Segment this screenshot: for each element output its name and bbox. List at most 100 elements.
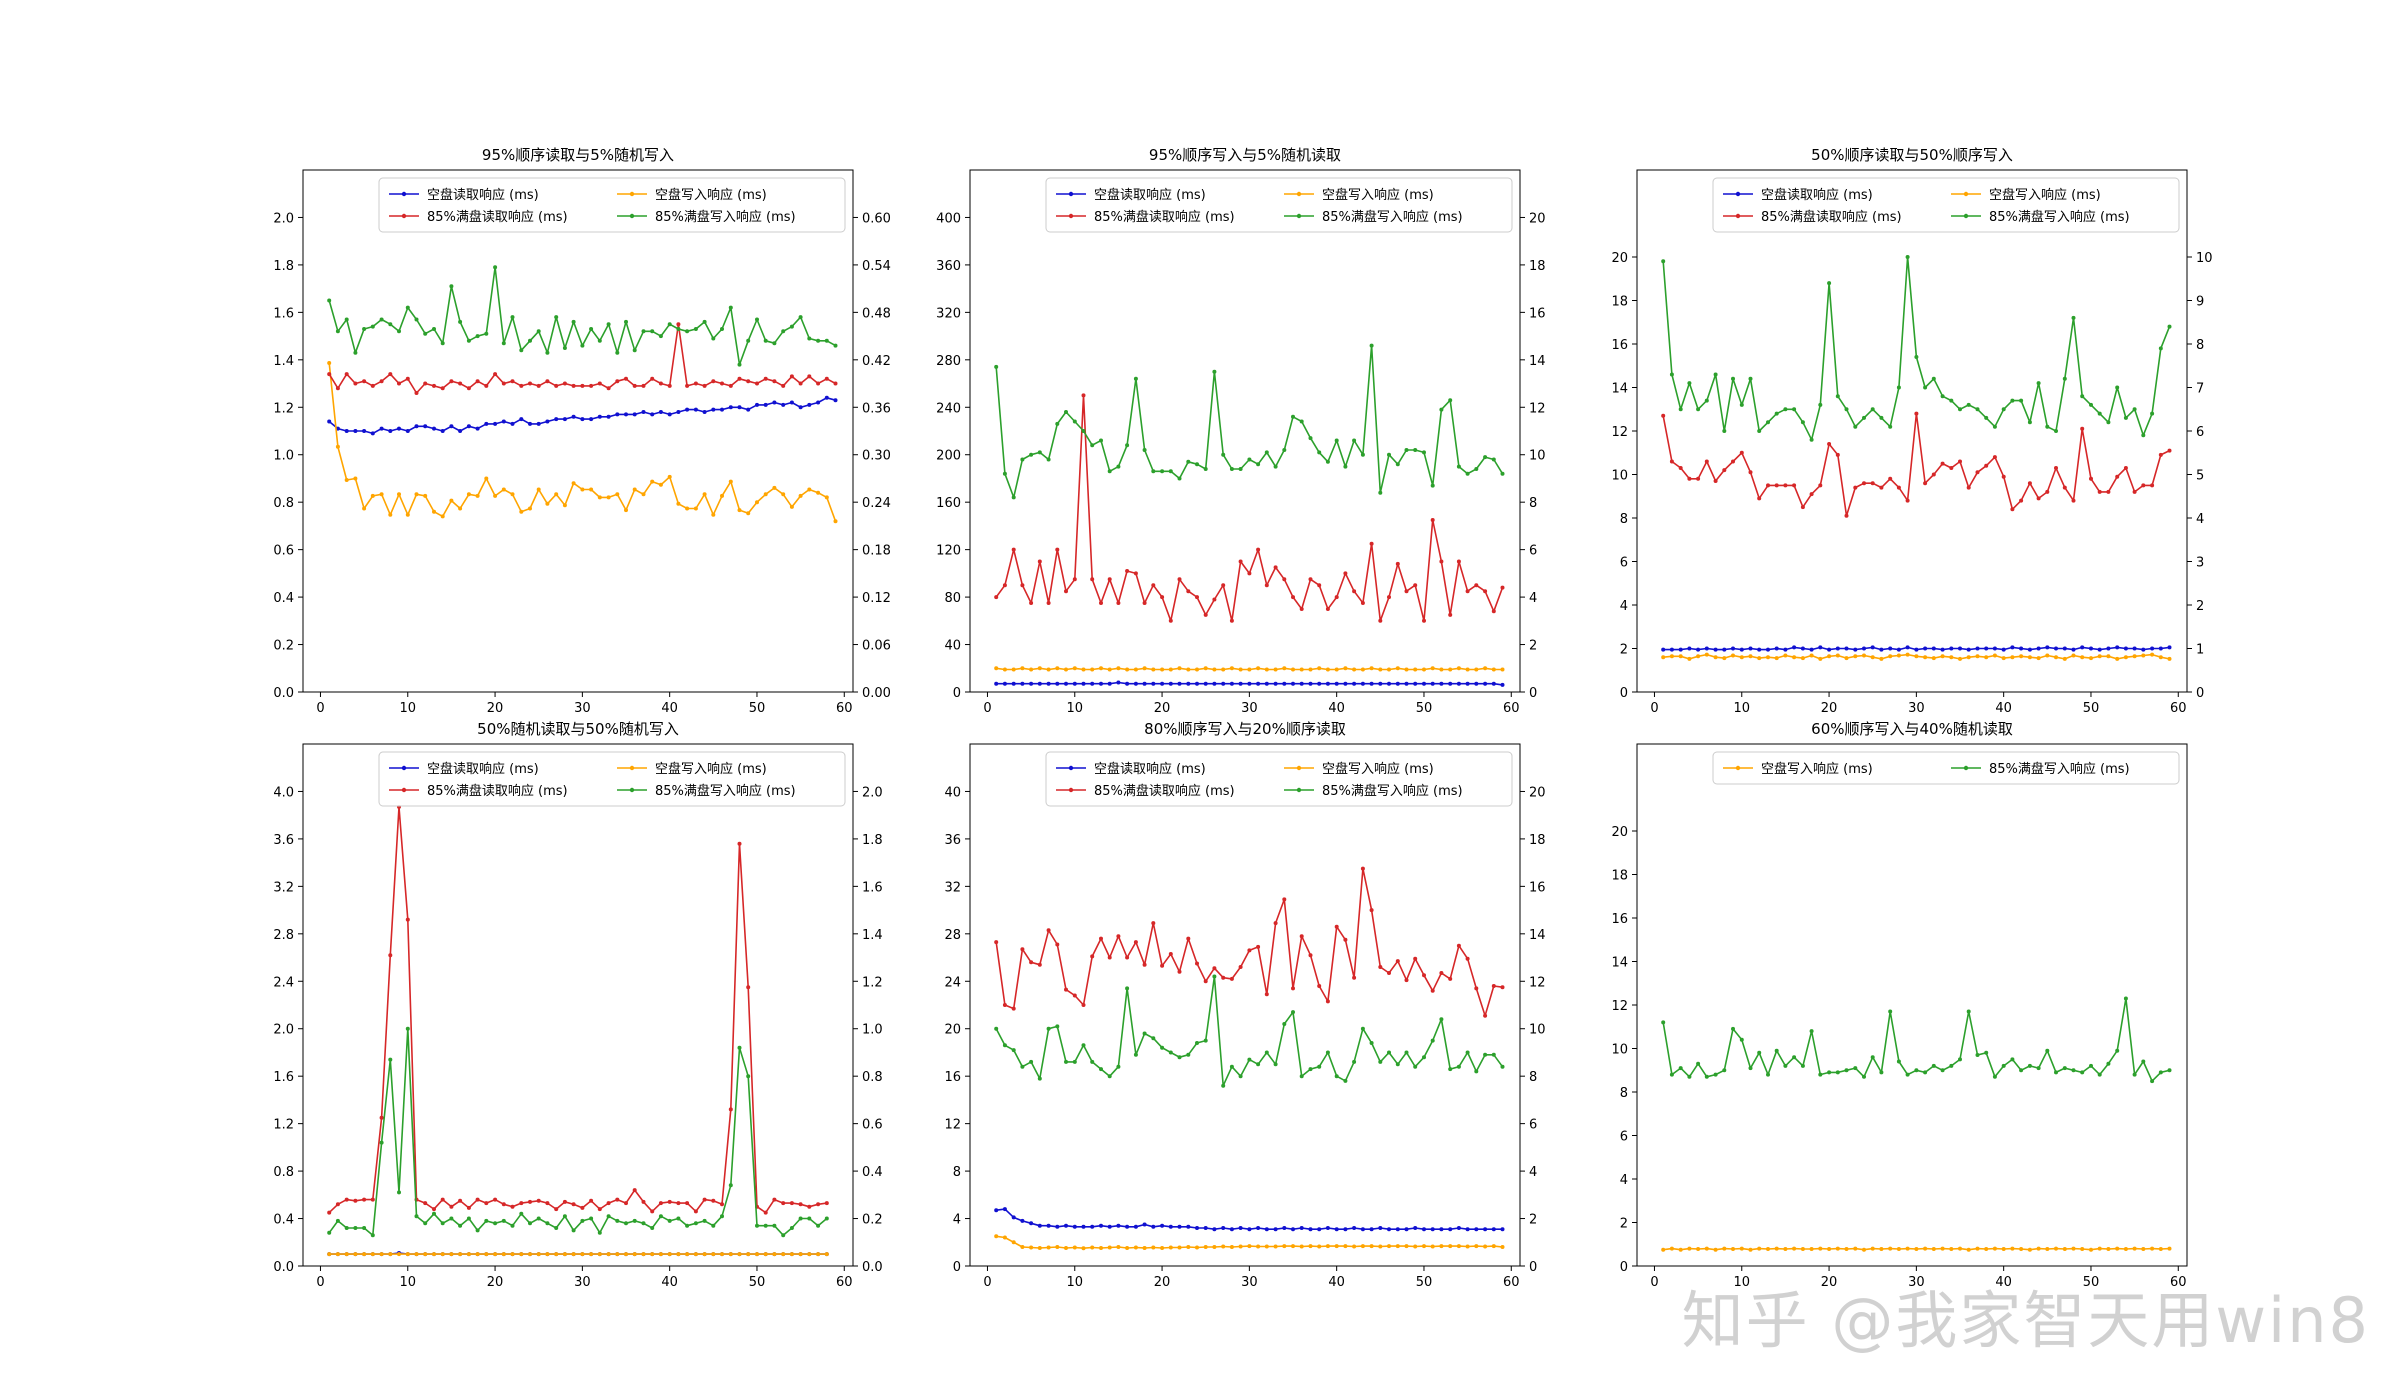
data-point [1474, 583, 1479, 588]
x-tick-label: 40 [661, 701, 678, 716]
data-point [1966, 402, 1971, 407]
series-line-full_read [328, 806, 827, 1214]
data-point [449, 424, 454, 429]
data-point [571, 1202, 576, 1207]
data-point [379, 1115, 384, 1120]
data-point [1334, 1074, 1339, 1079]
data-point [528, 506, 532, 511]
data-point [1958, 646, 1962, 651]
data-point [362, 327, 367, 331]
y-tick-label-right: 14 [1529, 928, 1546, 943]
data-point [597, 414, 602, 419]
data-point [2019, 498, 2024, 503]
data-point [580, 383, 585, 388]
data-point [519, 1201, 524, 1206]
data-point [763, 338, 768, 343]
data-point [1975, 1246, 1980, 1251]
data-point [816, 338, 821, 343]
data-point [1739, 1246, 1744, 1251]
data-point [2141, 653, 2146, 658]
data-point [1800, 646, 1805, 651]
data-point [1107, 1245, 1112, 1250]
data-point [1739, 655, 1744, 660]
data-point [1325, 667, 1330, 672]
y-tick-label-left: 12 [944, 1118, 961, 1133]
data-point [2001, 474, 2006, 479]
data-point [440, 1197, 445, 1202]
data-point [1168, 667, 1173, 672]
data-point [1888, 654, 1893, 659]
series-empty_read [1661, 645, 2172, 652]
data-point [1125, 1224, 1130, 1229]
data-point [1282, 1022, 1287, 1026]
series-empty_write [994, 1234, 1505, 1251]
data-point [1774, 1246, 1779, 1251]
data-point [1299, 1244, 1304, 1249]
data-point [2010, 1057, 2015, 1062]
data-point [1430, 1244, 1435, 1249]
data-point [1046, 928, 1051, 933]
data-point [1757, 647, 1762, 652]
data-point [641, 1252, 646, 1257]
data-point [2167, 656, 2172, 661]
data-point [1256, 666, 1261, 671]
data-point [1870, 1246, 1875, 1251]
data-point [597, 1252, 602, 1257]
data-point [1229, 976, 1234, 981]
data-point [2106, 646, 2111, 651]
y-tick-label-left: 24 [944, 975, 961, 990]
data-point [1168, 952, 1173, 956]
data-point [2167, 448, 2172, 453]
data-point [458, 319, 463, 324]
y-tick-label-left: 12 [1611, 425, 1628, 440]
data-point [1818, 656, 1823, 661]
data-point [772, 400, 777, 405]
data-point [1064, 667, 1068, 672]
data-point [606, 1214, 611, 1219]
data-point [2071, 498, 2076, 503]
data-point [1827, 1247, 1832, 1251]
data-point [1247, 681, 1252, 686]
data-point [833, 519, 838, 524]
data-point [1177, 1055, 1182, 1060]
data-point [397, 381, 401, 386]
data-point [388, 429, 393, 433]
data-point [1809, 492, 1814, 497]
data-point [388, 1057, 393, 1062]
data-point [1011, 1048, 1016, 1053]
data-point [2027, 481, 2032, 486]
data-point [1879, 656, 1884, 661]
y-tick-label-left: 3.6 [273, 833, 294, 848]
data-point [746, 1074, 751, 1079]
data-point [327, 372, 332, 377]
data-point [1221, 1244, 1226, 1249]
data-point [2010, 507, 2015, 512]
data-point [2123, 996, 2128, 1001]
x-tick-label: 10 [1066, 701, 1083, 716]
plot-frame [302, 743, 854, 1267]
data-point [1870, 655, 1875, 660]
data-point [1827, 654, 1832, 659]
data-point [1404, 589, 1409, 594]
data-point [2150, 646, 2155, 651]
data-point [1273, 1227, 1278, 1232]
x-tick-label: 20 [1154, 701, 1171, 716]
data-point [2167, 645, 2172, 650]
data-point [1325, 681, 1330, 686]
data-point [1792, 483, 1797, 488]
data-point [1931, 656, 1936, 661]
data-point [693, 1209, 698, 1214]
data-point [1940, 647, 1945, 652]
data-point [2045, 1247, 2050, 1251]
legend: 空盘写入响应 (ms) 85%满盘写入响应 (ms) [1712, 751, 2180, 785]
series-empty_write [994, 666, 1505, 672]
data-point [2158, 1070, 2163, 1075]
data-point [432, 383, 436, 388]
series-empty_read [327, 395, 838, 436]
data-point [1360, 452, 1365, 457]
data-point [728, 479, 733, 484]
data-point [1247, 457, 1252, 462]
data-point [528, 1199, 532, 1204]
data-point [1029, 1059, 1034, 1064]
data-point [432, 1252, 436, 1257]
